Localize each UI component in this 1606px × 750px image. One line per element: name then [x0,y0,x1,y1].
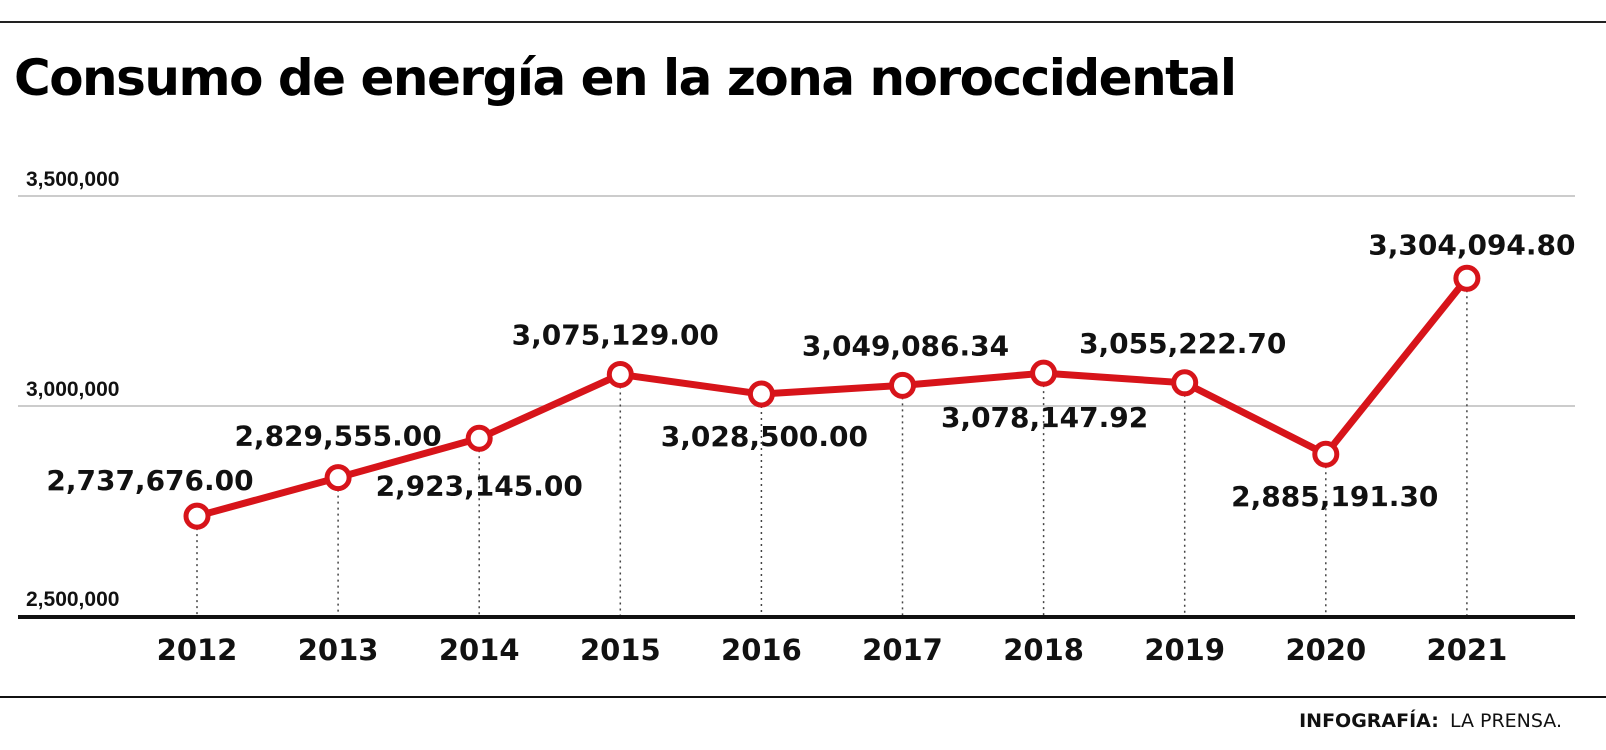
x-tick-label: 2019 [1144,633,1225,667]
data-point [1171,369,1199,397]
y-tick-label: 3,000,000 [26,378,119,401]
data-label: 2,737,676.00 [46,464,253,497]
data-point [1312,440,1340,468]
data-point [1453,264,1481,292]
x-tick-label: 2020 [1285,633,1366,667]
x-tick-label: 2012 [157,633,238,667]
data-label: 3,049,086.34 [802,329,1009,362]
y-tick-label: 2,500,000 [26,588,119,611]
x-tick-label: 2013 [298,633,379,667]
data-point [465,424,493,452]
data-label: 2,829,555.00 [234,420,441,453]
data-point [606,360,634,388]
x-tick-label: 2015 [580,633,661,667]
data-point [183,502,211,530]
data-label: 3,075,129.00 [512,318,719,351]
data-label: 3,055,222.70 [1079,327,1286,360]
data-point [1030,359,1058,387]
credit: INFOGRAFÍA: LA PRENSA. [1299,709,1562,732]
x-tick-label: 2014 [439,633,520,667]
x-tick-label: 2021 [1427,633,1508,667]
y-tick-label: 3,500,000 [26,168,119,191]
x-tick-label: 2016 [721,633,802,667]
data-label: 2,885,191.30 [1231,480,1438,513]
data-label: 3,078,147.92 [941,401,1148,434]
x-tick-label: 2018 [1003,633,1084,667]
data-label: 3,028,500.00 [661,420,868,453]
data-point [324,464,352,492]
series-line [196,276,1470,520]
chart-title: Consumo de energía en la zona norocciden… [14,49,1235,107]
credit-label: INFOGRAFÍA: [1299,709,1439,732]
x-tick-label: 2017 [862,633,943,667]
credit-source: LA PRENSA. [1450,710,1562,732]
data-point [889,371,916,399]
data-point [747,380,775,408]
data-label: 2,923,145.00 [376,469,583,502]
data-label: 3,304,094.80 [1368,228,1575,261]
